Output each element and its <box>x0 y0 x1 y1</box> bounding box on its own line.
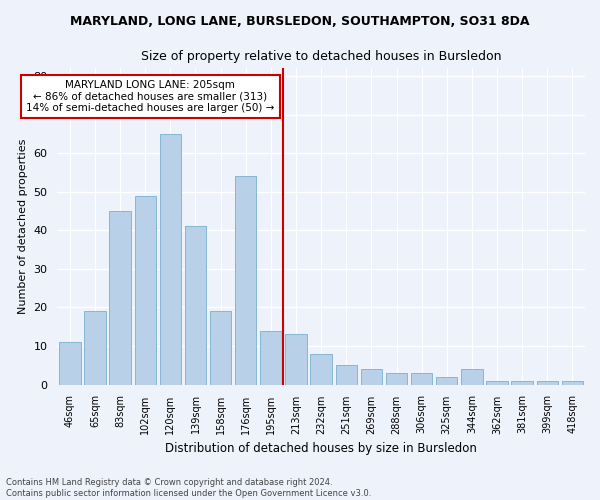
Bar <box>511 380 533 384</box>
Y-axis label: Number of detached properties: Number of detached properties <box>18 139 28 314</box>
Bar <box>361 369 382 384</box>
Bar <box>286 334 307 384</box>
Bar <box>461 369 482 384</box>
Bar <box>84 312 106 384</box>
Title: Size of property relative to detached houses in Bursledon: Size of property relative to detached ho… <box>141 50 502 63</box>
Bar <box>134 196 156 384</box>
Bar <box>260 330 281 384</box>
Bar <box>487 380 508 384</box>
Bar <box>411 373 433 384</box>
Text: MARYLAND LONG LANE: 205sqm
← 86% of detached houses are smaller (313)
14% of sem: MARYLAND LONG LANE: 205sqm ← 86% of deta… <box>26 80 274 113</box>
Bar <box>235 176 256 384</box>
Bar <box>536 380 558 384</box>
Bar <box>335 366 357 384</box>
Bar <box>59 342 80 384</box>
Text: MARYLAND, LONG LANE, BURSLEDON, SOUTHAMPTON, SO31 8DA: MARYLAND, LONG LANE, BURSLEDON, SOUTHAMP… <box>70 15 530 28</box>
Bar <box>436 377 457 384</box>
Bar <box>185 226 206 384</box>
Bar <box>109 211 131 384</box>
Bar <box>160 134 181 384</box>
Bar <box>562 380 583 384</box>
Bar <box>386 373 407 384</box>
Bar <box>310 354 332 384</box>
X-axis label: Distribution of detached houses by size in Bursledon: Distribution of detached houses by size … <box>165 442 477 455</box>
Bar <box>210 312 231 384</box>
Text: Contains HM Land Registry data © Crown copyright and database right 2024.
Contai: Contains HM Land Registry data © Crown c… <box>6 478 371 498</box>
